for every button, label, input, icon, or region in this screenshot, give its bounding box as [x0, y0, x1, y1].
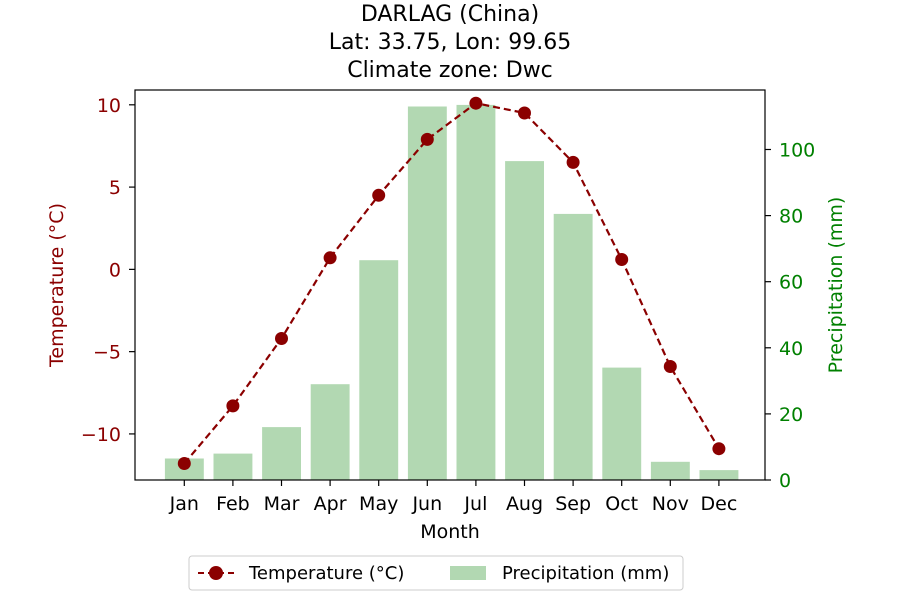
- temperature-point: [275, 332, 288, 345]
- y-right-tick-label: 60: [779, 272, 803, 294]
- x-axis: Jan Feb Mar Apr May Jun Jul Aug Sep Oct Nov Dec: [169, 480, 738, 515]
- y-left-tick-label: 0: [109, 259, 121, 281]
- precipitation-bar: [650, 461, 690, 480]
- legend-precipitation-label: Precipitation (mm): [502, 563, 669, 584]
- temperature-line: [177, 96, 726, 470]
- legend-temperature-marker: [209, 566, 223, 580]
- temperature-point: [566, 155, 580, 169]
- precipitation-bar: [505, 161, 544, 480]
- y-right-tick-label: 20: [779, 404, 803, 426]
- x-tick-label: Nov: [652, 493, 689, 515]
- temperature-point: [420, 132, 434, 146]
- temperature-point: [518, 106, 531, 120]
- temperature-point: [615, 253, 629, 266]
- temperature-point: [177, 457, 191, 470]
- y-left-tick-label: 5: [109, 177, 121, 199]
- chart-title: DARLAG (China) Lat: 33.75, Lon: 99.65 Cl…: [329, 2, 571, 83]
- temperature-point: [226, 399, 240, 413]
- left-axis: −10 −5 0 5 10: [81, 95, 135, 446]
- x-tick-label: May: [359, 493, 398, 515]
- y-right-tick-label: 100: [779, 139, 815, 161]
- precipitation-bar: [553, 213, 593, 480]
- x-tick-label: Jul: [463, 493, 487, 515]
- temperature-point: [323, 251, 337, 265]
- precipitation-bar: [359, 260, 399, 480]
- y-axis-left-label: Temperature (°C): [46, 203, 68, 368]
- x-tick-label: Sep: [555, 493, 591, 515]
- right-axis: 0 20 40 60 80 100: [765, 139, 815, 492]
- precipitation-bar: [699, 470, 739, 480]
- y-left-tick-label: −5: [93, 342, 121, 364]
- precipitation-bar: [456, 104, 496, 481]
- x-tick-label: Aug: [506, 493, 543, 515]
- y-right-tick-label: 80: [779, 206, 803, 228]
- x-axis-label: Month: [420, 521, 480, 543]
- title-line-1: DARLAG (China): [361, 2, 539, 27]
- legend: Temperature (°C) Precipitation (mm): [188, 555, 684, 591]
- x-tick-label: Oct: [605, 493, 638, 515]
- precipitation-bar: [213, 453, 253, 480]
- precipitation-bar: [602, 367, 642, 480]
- x-tick-label: Jan: [169, 493, 199, 515]
- temperature-point: [372, 188, 386, 202]
- legend-precipitation-swatch: [450, 566, 486, 580]
- precipitation-bar: [262, 427, 301, 480]
- y-left-tick-label: 10: [97, 95, 121, 117]
- x-tick-label: Mar: [264, 493, 300, 515]
- y-right-tick-label: 0: [779, 470, 791, 492]
- title-line-2: Lat: 33.75, Lon: 99.65: [329, 30, 571, 55]
- precipitation-bars: [164, 104, 739, 481]
- plot-frame: [134, 89, 766, 481]
- temperature-point: [469, 96, 483, 110]
- legend-frame: [188, 555, 684, 591]
- x-tick-label: Dec: [701, 493, 738, 515]
- temperature-series-line: [183, 102, 720, 465]
- x-tick-label: Apr: [314, 493, 347, 515]
- title-line-3: Climate zone: Dwc: [347, 58, 553, 83]
- x-tick-label: Jun: [411, 493, 442, 515]
- temperature-point: [712, 442, 726, 456]
- precipitation-bar: [407, 106, 447, 480]
- y-left-tick-label: −10: [81, 424, 121, 446]
- temperature-point: [663, 360, 677, 373]
- y-right-tick-label: 40: [779, 338, 803, 360]
- legend-temperature-label: Temperature (°C): [248, 563, 404, 584]
- x-tick-label: Feb: [216, 493, 250, 515]
- precipitation-bar: [310, 384, 350, 480]
- y-axis-right-label: Precipitation (mm): [825, 197, 847, 374]
